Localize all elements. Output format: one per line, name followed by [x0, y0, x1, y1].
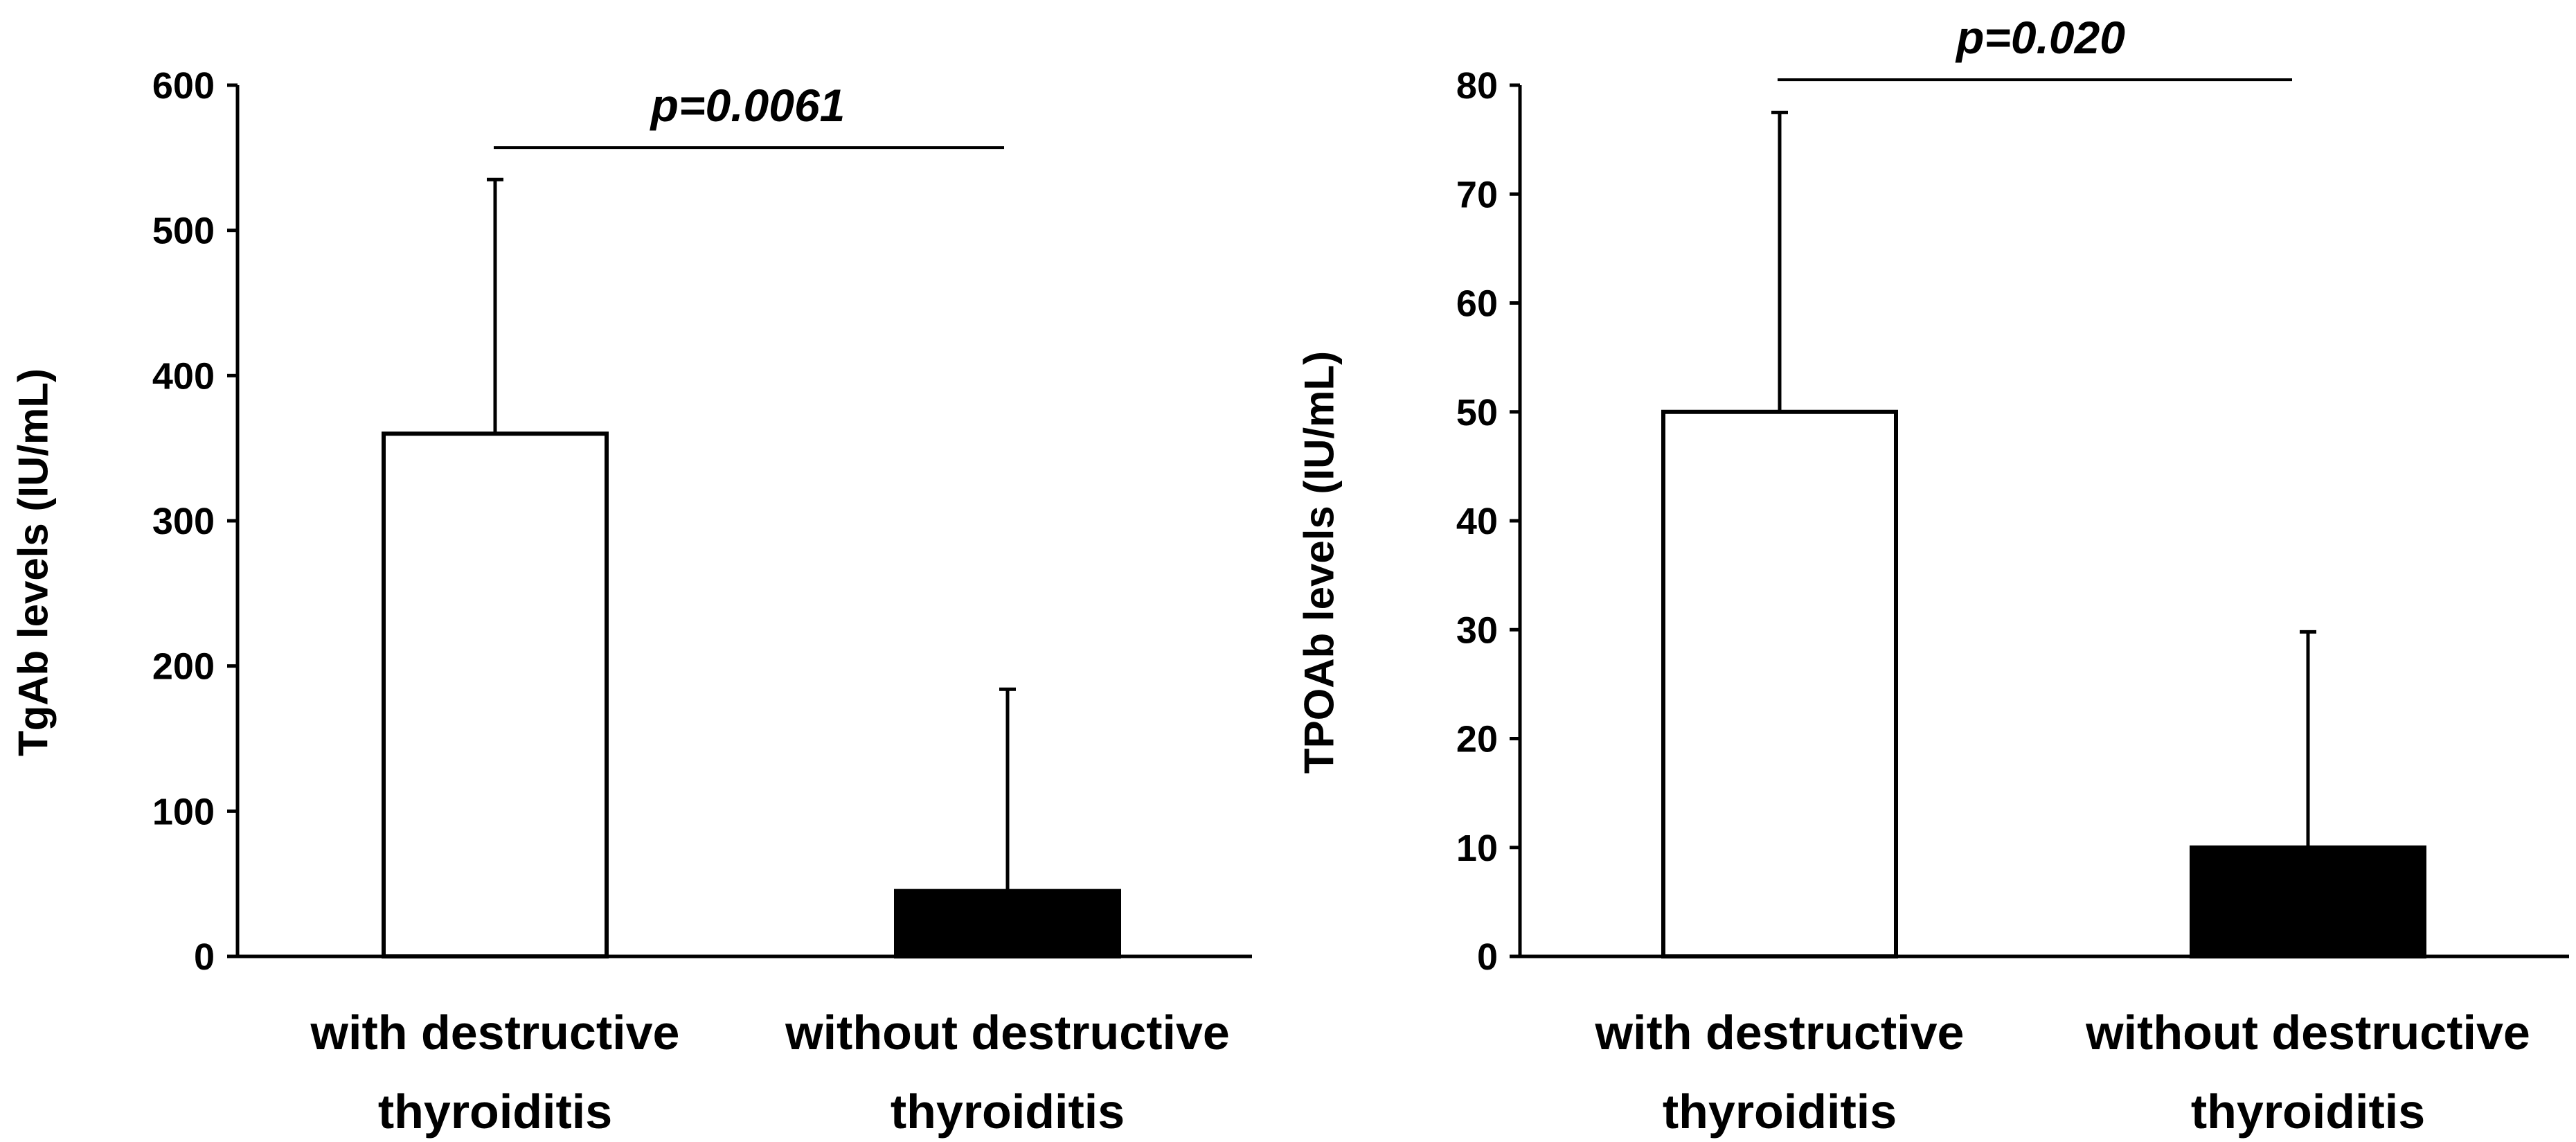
y-tick-label: 500 — [152, 211, 215, 252]
category-label: thyroiditis — [891, 1085, 1125, 1139]
y-tick-label: 10 — [1456, 828, 1498, 869]
category-label: thyroiditis — [378, 1085, 612, 1139]
y-axis-title: TgAb levels (IU/mL) — [10, 368, 57, 756]
y-tick-label: 200 — [152, 646, 215, 688]
y-axis-title: TPOAb levels (IU/mL) — [1296, 351, 1343, 774]
category-label: thyroiditis — [1663, 1085, 1897, 1139]
y-tick-label: 30 — [1456, 609, 1498, 651]
y-tick-label: 0 — [194, 936, 215, 978]
y-tick-label: 70 — [1456, 174, 1498, 215]
y-tick-label: 400 — [152, 355, 215, 397]
y-tick-label: 0 — [1477, 936, 1498, 978]
bar — [2190, 845, 2426, 958]
y-tick-label: 60 — [1456, 283, 1498, 325]
category-label: without destructive — [785, 1006, 1230, 1060]
y-tick-label: 50 — [1456, 392, 1498, 434]
y-tick-label: 80 — [1456, 65, 1498, 107]
bar — [382, 431, 609, 958]
y-tick-label: 20 — [1456, 719, 1498, 760]
category-label: with destructive — [1595, 1006, 1965, 1060]
y-tick-label: 600 — [152, 65, 215, 107]
category-label: with destructive — [310, 1006, 680, 1060]
y-tick-label: 40 — [1456, 501, 1498, 542]
category-label: without destructive — [2085, 1006, 2530, 1060]
category-label: thyroiditis — [2191, 1085, 2425, 1139]
bar — [1661, 409, 1898, 958]
bar — [894, 889, 1121, 959]
p-value-label: p=0.020 — [1955, 12, 2125, 63]
y-tick-label: 300 — [152, 501, 215, 542]
p-value-label: p=0.0061 — [650, 80, 846, 131]
y-tick-label: 100 — [152, 791, 215, 832]
